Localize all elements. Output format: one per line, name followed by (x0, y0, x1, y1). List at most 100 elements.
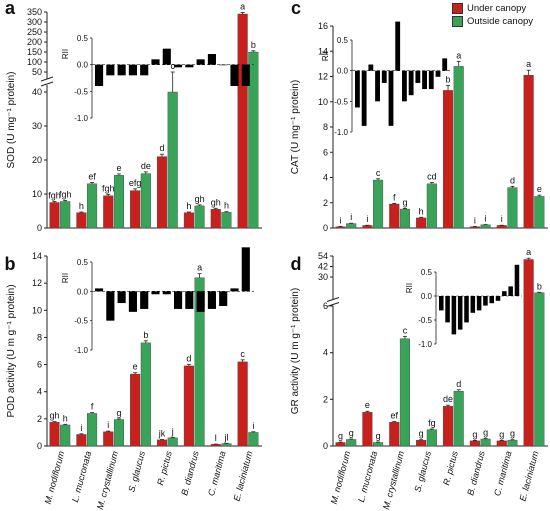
y-tick-label: 30 (32, 121, 42, 131)
y-tick-label: 0 (37, 223, 42, 233)
bar-under (442, 406, 454, 447)
panel-label-d: d (291, 254, 302, 274)
rii-bar (355, 70, 360, 108)
x-tick-label: S. glaucus (126, 449, 147, 493)
significance-letter: g (499, 429, 504, 439)
rii-bar (476, 296, 482, 311)
y-tick-label: 6 (323, 147, 328, 157)
rii-inset: 0.5 0.0 -0.5 -1.0 RII (321, 21, 450, 137)
bar-under (335, 226, 346, 229)
significance-letter: h (63, 413, 68, 423)
significance-letter: g (419, 429, 424, 439)
x-tick-label: L. mucronata (70, 450, 93, 503)
bar-outside (167, 91, 178, 229)
significance-letter: g (116, 408, 121, 418)
bar-outside (248, 51, 259, 229)
bar-outside (60, 201, 71, 229)
panel-b: b 0 2 4 6 8 10 12 14 POD activity (U m g⁻¹ protei… (5, 247, 262, 510)
y-tick-label: 200 (27, 37, 42, 47)
y-tick-label: 2 (37, 414, 42, 424)
rii-bar (445, 296, 450, 323)
significance-letter: e (537, 184, 542, 194)
bar-under (416, 439, 427, 447)
bar-outside (346, 223, 357, 229)
significance-letter: b (143, 330, 148, 340)
significance-letter: ef (88, 171, 96, 181)
bar-under (49, 422, 60, 447)
legend-outside: Outside canopy (452, 15, 533, 28)
significance-letter: a (526, 247, 531, 257)
rii-bar (185, 64, 194, 68)
rii-tick-label: 0.0 (337, 67, 349, 76)
legend-under-swatch (452, 3, 463, 14)
significance-letter: c (240, 349, 245, 359)
bar-outside (113, 419, 124, 447)
bar-outside (221, 443, 232, 447)
legend-under-label: Under canopy (467, 3, 527, 14)
x-tick-label: E. laciniatum (231, 449, 254, 502)
significance-letter: i (501, 214, 503, 224)
rii-bar (375, 70, 380, 102)
y-tick-label: 50 (32, 67, 42, 77)
rii-bar (196, 59, 205, 65)
significance-letter: h (186, 201, 191, 211)
rii-bar (408, 70, 414, 96)
bar-under (469, 440, 480, 447)
y-tick-label: 0 (323, 441, 328, 451)
bar-under (183, 365, 194, 447)
significance-letter: fgh (59, 189, 72, 199)
y-tick-label: 0 (37, 441, 42, 451)
y-tick-label: 2 (323, 198, 328, 208)
rii-bar (442, 58, 448, 71)
bar-outside (140, 173, 151, 229)
significance-letter: e (116, 163, 121, 173)
bar-outside (167, 437, 178, 447)
rii-bar (162, 291, 171, 295)
bar-outside (426, 429, 437, 447)
significance-letter: d (160, 143, 165, 153)
y-tick-label: 40 (32, 87, 42, 97)
significance-letter: gh (50, 411, 60, 421)
significance-letter: b (251, 40, 256, 50)
bar-under (49, 202, 60, 229)
bar-under (523, 259, 534, 447)
significance-letter: fgh (48, 190, 61, 200)
significance-letter: g (338, 431, 343, 441)
rii-label: RII (321, 51, 330, 61)
rii-tick-label: 0.5 (77, 258, 89, 267)
y-tick-label: 2 (323, 394, 328, 404)
rii-bar (207, 291, 216, 309)
y-tick-label: 10 (32, 189, 42, 199)
significance-letter: e (365, 400, 370, 410)
rii-tick-label: 0.0 (421, 292, 433, 301)
rii-bar (508, 286, 513, 296)
bar-under (210, 444, 221, 447)
rii-bar (435, 70, 441, 77)
rii-tick-label: -0.5 (74, 317, 88, 326)
panel-label-a: a (5, 0, 16, 18)
rii-bar (388, 70, 394, 126)
bar-under (183, 212, 194, 229)
significance-letter: a (526, 59, 531, 69)
y-tick-label: 8 (37, 332, 42, 342)
bar-outside (194, 205, 205, 229)
bar-outside (480, 438, 491, 447)
y-tick-label: 4 (37, 387, 42, 397)
bar-under (496, 440, 507, 447)
panel-label-b: b (5, 254, 16, 274)
rii-bar (439, 296, 444, 311)
significance-letter: de (141, 161, 151, 171)
rii-bar (174, 291, 183, 309)
significance-letter: b (446, 74, 451, 84)
y-tick-label: 6 (323, 301, 328, 311)
bar-under (156, 156, 168, 229)
y-tick-label: 4 (323, 348, 328, 358)
rii-bar (128, 291, 137, 312)
y-tick-label: 100 (27, 57, 42, 67)
bar-under (237, 13, 248, 229)
y-tick-label: 16 (318, 21, 328, 31)
bar-under (210, 209, 221, 229)
bar-outside (399, 208, 410, 229)
